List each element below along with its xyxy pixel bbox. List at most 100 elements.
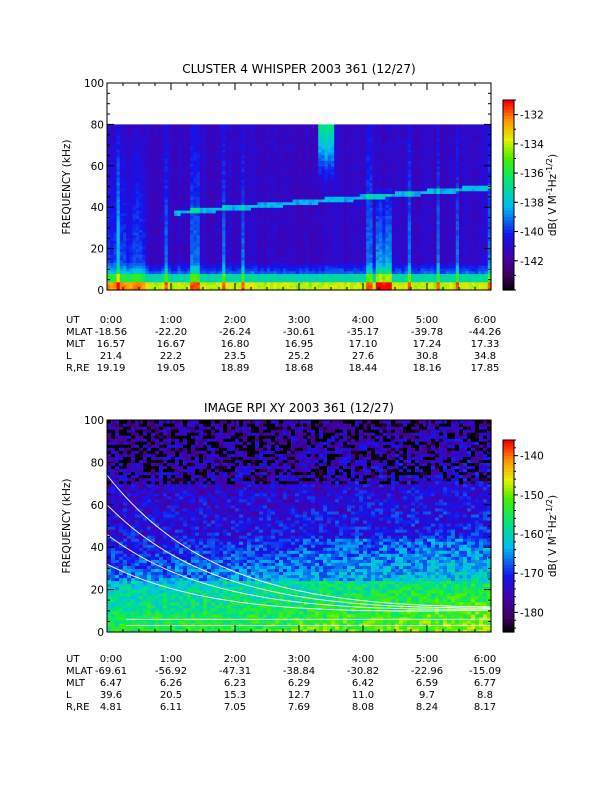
spectrogram-cell (193, 276, 198, 280)
spectrogram-cell (187, 215, 191, 219)
spectrogram-cell (203, 218, 207, 222)
spectrogram-cell (145, 273, 150, 277)
spectrogram-cell (190, 146, 194, 150)
spectrogram-cell (151, 284, 156, 288)
spectrogram-cell (209, 281, 214, 286)
spectrogram-cell (196, 201, 201, 206)
spectrogram-cell (196, 168, 201, 172)
spectrogram-cell (187, 284, 191, 288)
spectrogram-cell (171, 140, 175, 145)
spectrogram-cell (180, 143, 185, 148)
spectrogram-cell (113, 256, 118, 261)
spectrogram-cell (225, 223, 230, 228)
spectrogram-cell (199, 190, 204, 194)
spectrogram-cell (241, 226, 246, 230)
spectrogram-cell (148, 140, 153, 145)
spectrogram-cell (164, 143, 169, 148)
spectrogram-cell (187, 143, 191, 148)
spectrogram-cell (247, 278, 252, 283)
spectrogram-cell (244, 204, 249, 208)
spectrogram-cell (174, 218, 178, 222)
spectrogram-cell (257, 185, 262, 189)
spectrogram-cell (180, 198, 185, 203)
spectrogram-cell (206, 152, 210, 156)
spectrogram-cell (161, 237, 166, 241)
spectrogram-cell (155, 212, 159, 217)
spectrogram-cell (193, 262, 198, 266)
spectrogram-cell (238, 218, 242, 222)
spectrogram-cell (113, 146, 118, 150)
spectrogram-cell (209, 152, 214, 156)
spectrogram-cell (145, 132, 150, 137)
spectrogram-cell (228, 270, 233, 275)
spectrogram-cell (107, 154, 111, 159)
spectrogram-cell (196, 209, 201, 214)
spectrogram-cell (145, 204, 150, 208)
spectrogram-cell (126, 185, 130, 189)
spectrogram-cell (151, 207, 156, 211)
spectrogram-cell (215, 135, 220, 139)
spectrogram-cell (171, 284, 175, 288)
spectrogram-cell (158, 179, 162, 183)
spectrogram-cell (148, 267, 153, 272)
spectrogram-cell (183, 182, 188, 186)
spectrogram-cell (171, 232, 175, 236)
spectrogram-cell (129, 251, 134, 255)
spectrogram-cell (167, 218, 172, 222)
spectrogram-cell (206, 237, 210, 241)
spectrogram-cell (164, 281, 169, 286)
spectrogram-cell (164, 174, 169, 178)
spectrogram-cell (244, 237, 249, 241)
spectrogram-cell (174, 240, 178, 244)
spectrogram-cell (113, 163, 118, 167)
spectrogram-cell (190, 281, 194, 286)
spectrogram-cell (113, 143, 118, 148)
spectrogram-cell (135, 267, 140, 272)
spectrogram-cell (244, 284, 249, 288)
spectrogram-cell (171, 221, 175, 225)
spectrogram-cell (164, 182, 169, 186)
spectrogram-cell (155, 135, 159, 139)
spectrogram-cell (254, 251, 258, 255)
spectrogram-cell (247, 157, 252, 161)
spectrogram-cell (113, 193, 118, 197)
spectrogram-cell (151, 232, 156, 236)
spectrogram-cell (241, 165, 246, 170)
spectrogram-cell (148, 190, 153, 194)
spectrogram-cell (183, 165, 188, 170)
spectrogram-cell (235, 229, 239, 233)
spectrogram-cell (209, 129, 214, 134)
spectrogram-cell (244, 185, 249, 189)
spectrogram-cell (225, 262, 230, 266)
spectrogram-cell (171, 132, 175, 137)
spectrogram-cell (196, 237, 201, 241)
spectrogram-cell (129, 245, 134, 250)
spectrogram-cell (247, 215, 252, 219)
spectrogram-cell (241, 154, 246, 159)
spectrogram-cell (161, 143, 166, 148)
spectrogram-cell (231, 193, 236, 197)
spectrogram-cell (183, 243, 188, 247)
spectrogram-cell (155, 138, 159, 142)
spectrogram-cell (116, 207, 121, 211)
spectrogram-cell (235, 135, 239, 139)
spectrogram-cell (196, 287, 201, 291)
spectrogram-cell (235, 256, 239, 261)
spectrogram-cell (187, 190, 191, 194)
spectrogram-cell (247, 127, 252, 131)
spectrogram-cell (129, 135, 134, 139)
spectrogram-cell (212, 212, 217, 217)
spectrogram-cell (231, 245, 236, 250)
spectrogram-cell (155, 232, 159, 236)
spectrogram-cell (129, 287, 134, 291)
spectrogram-cell (187, 198, 191, 203)
spectrogram-cell (107, 245, 111, 250)
spectrogram-cell (231, 165, 236, 170)
spectrogram-cell (231, 240, 236, 244)
spectrogram-cell (148, 174, 153, 178)
spectrogram-cell (241, 265, 246, 269)
spectrogram-cell (209, 143, 214, 148)
spectrogram-cell (196, 127, 201, 131)
spectrogram-cell (126, 237, 130, 241)
spectrogram-cell (212, 262, 217, 266)
